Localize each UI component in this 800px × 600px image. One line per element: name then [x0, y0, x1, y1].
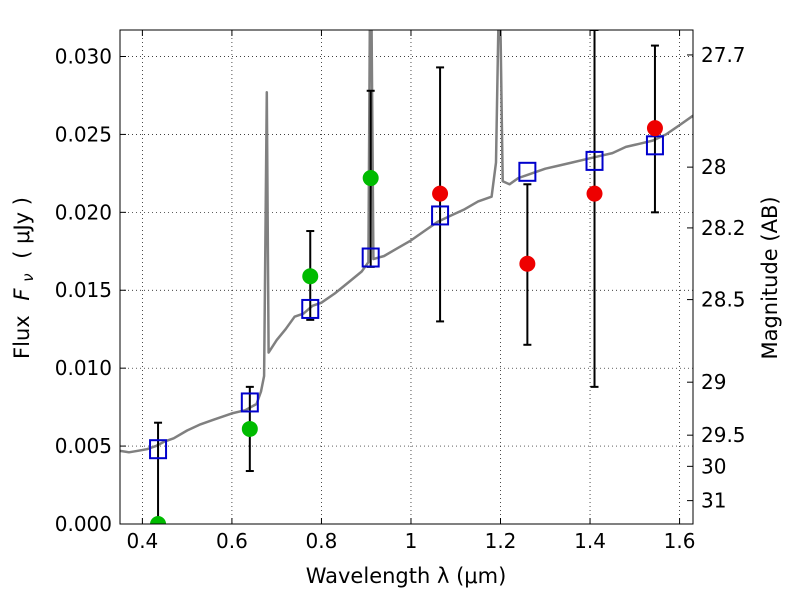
- y2-tick-label: 29.5: [701, 423, 746, 447]
- observed-flux-point: [646, 120, 663, 137]
- y-tick-label: 0.000: [55, 512, 112, 536]
- grid-lines: [120, 30, 693, 525]
- model-square-marker: [301, 298, 320, 319]
- axis-ticks: 0.4 0.6 0.8 1 1.2 1.4 1.6 0.000 0.005 0.010 0.015 0…: [55, 30, 746, 553]
- y2-tick-label: 28.5: [701, 288, 746, 312]
- observed-flux-point: [519, 255, 536, 272]
- x-axis-label: Wavelength λ (μm): [306, 564, 507, 588]
- model-square-marker: [518, 161, 537, 182]
- y2-tick-label: 30: [701, 454, 726, 478]
- observed-flux-point: [150, 516, 167, 524]
- observed-flux-point: [241, 420, 258, 437]
- y2-tick-label: 31: [701, 489, 726, 513]
- y-axis-label-subscript: ν: [19, 273, 37, 281]
- model-square-marker: [585, 150, 604, 171]
- y-axis-label-symbol: F: [10, 288, 34, 301]
- y-tick-label: 0.010: [55, 356, 112, 380]
- template-spectrum-line: [120, 30, 693, 454]
- x-tick-label: 1.2: [485, 529, 517, 553]
- y-axis-label-text: Flux: [10, 315, 34, 359]
- model-square-marker: [240, 392, 259, 413]
- y2-tick-label: 28.2: [701, 216, 746, 240]
- y-tick-label: 0.030: [55, 44, 112, 68]
- model-square-marker: [149, 439, 168, 460]
- plot-area: [120, 30, 693, 524]
- model-square-marker: [645, 135, 664, 156]
- y2-tick-label: 29: [701, 370, 726, 394]
- x-tick-label: 0.4: [126, 529, 158, 553]
- observed-flux-point: [586, 185, 603, 202]
- x-tick-label: 1.4: [574, 529, 606, 553]
- x-tick-label: 0.6: [216, 529, 248, 553]
- x-tick-label: 1: [405, 529, 418, 553]
- svg-text:Flux F ν ( μ: Flux F ν ( μJy ): [10, 197, 38, 359]
- y-tick-label: 0.020: [55, 200, 112, 224]
- plot-frame: [119, 29, 694, 525]
- y2-tick-label: 28: [701, 155, 726, 179]
- y-tick-label: 0.005: [55, 434, 112, 458]
- observed-flux-point: [432, 185, 449, 202]
- y-axis-label: Flux F ν ( μJy ): [10, 197, 38, 359]
- observed-flux-point: [362, 170, 379, 187]
- model-square-marker: [361, 247, 380, 268]
- x-tick-label: 0.8: [306, 529, 338, 553]
- y2-tick-label: 27.7: [701, 43, 746, 67]
- y-tick-label: 0.025: [55, 122, 112, 146]
- x-tick-label: 1.6: [664, 529, 696, 553]
- model-square-marker: [431, 205, 450, 226]
- observed-flux-point: [302, 268, 319, 285]
- y-tick-label: 0.015: [55, 278, 112, 302]
- y-axis-label-unit: ( μJy ): [10, 197, 34, 259]
- y2-axis-label: Magnitude (AB): [758, 196, 782, 359]
